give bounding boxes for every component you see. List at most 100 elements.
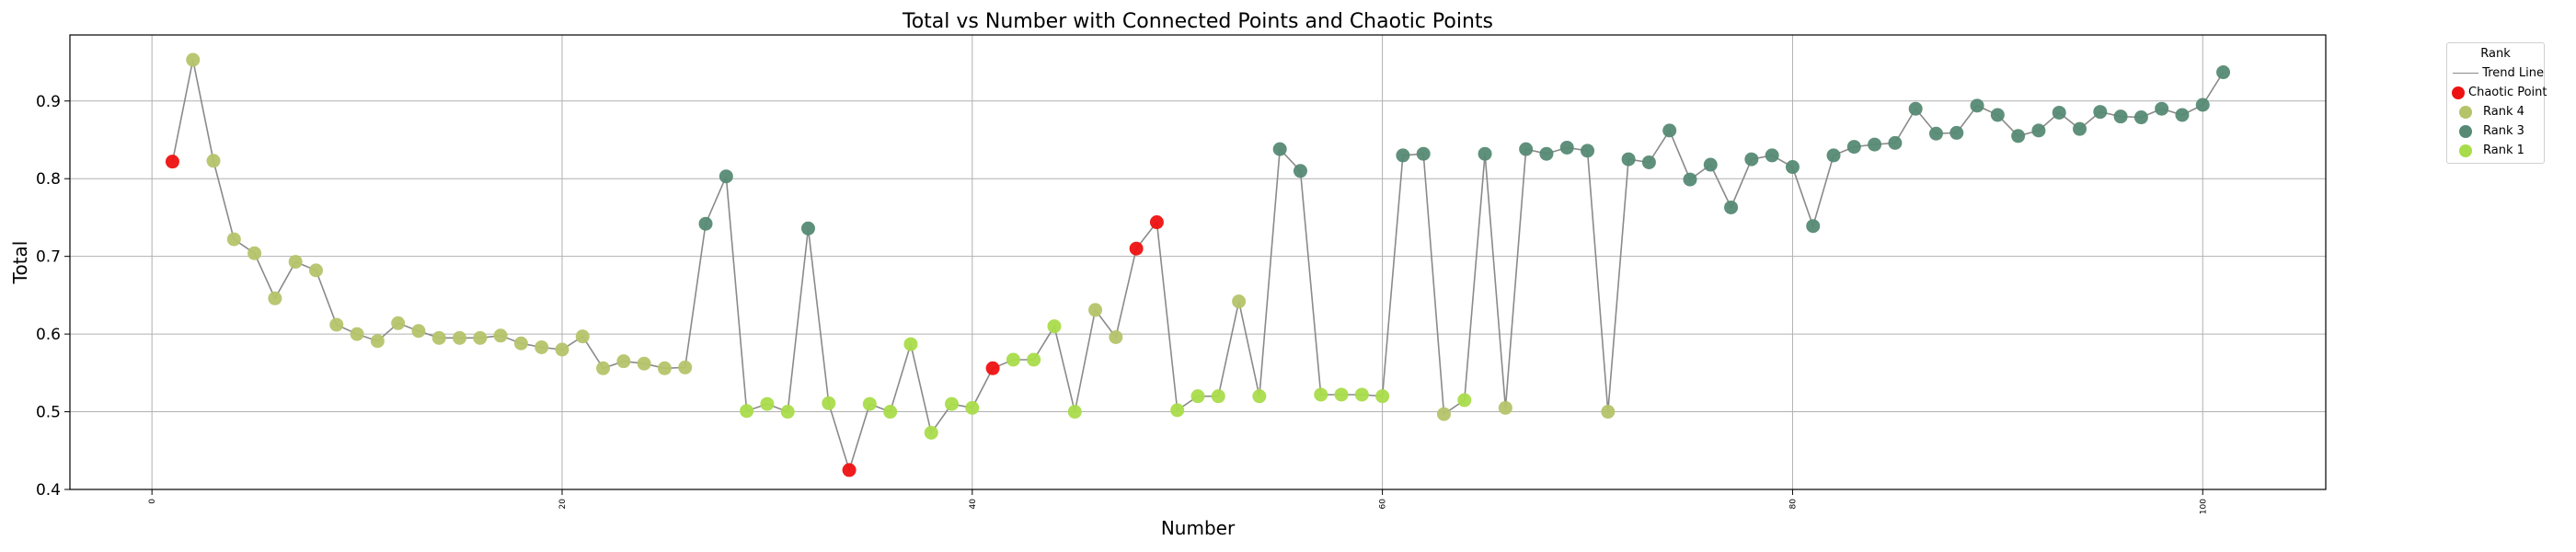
x-tick-label: 100 [2199, 499, 2208, 514]
rank3-point [1293, 164, 1307, 178]
rank3-point [2031, 123, 2046, 138]
x-tick-label: 0 [148, 499, 157, 504]
rank3-point [1559, 140, 1574, 155]
rank3-point [1908, 101, 1923, 116]
rank4-point [616, 354, 631, 369]
rank4-point [1436, 407, 1451, 421]
rank3-point [1928, 126, 1943, 141]
rank4-point [453, 330, 467, 345]
rank1-point [1252, 389, 1267, 404]
trend-line [171, 59, 2225, 473]
rank3-point [2195, 98, 2210, 112]
x-tick-label: 40 [969, 499, 978, 510]
rank1-point [1211, 389, 1225, 404]
plot-frame [69, 34, 2327, 490]
chaotic-point [842, 463, 857, 477]
rank3-point [1581, 144, 1595, 158]
rank1-point [1006, 352, 1020, 367]
rank4-point [513, 336, 528, 351]
rank3-point [2155, 101, 2169, 116]
legend-label: Rank 3 [2483, 124, 2524, 138]
rank4-point [493, 328, 508, 343]
y-tick-label: 0.6 [36, 326, 61, 344]
rank1-point [862, 397, 877, 411]
rank4-point [391, 316, 406, 330]
rank4-point [226, 232, 241, 247]
rank3-point [2052, 105, 2066, 120]
grid-lines [70, 35, 2326, 490]
rank4-point [535, 339, 549, 354]
rank3-point [2216, 65, 2231, 80]
rank4-point [1232, 294, 1247, 309]
data-points-layer [165, 52, 2231, 477]
x-tick-label: 20 [558, 499, 568, 510]
legend-item-chaotic: Chaotic Point [2447, 83, 2547, 102]
y-tick-label: 0.9 [36, 93, 61, 111]
rank3-point [800, 221, 815, 236]
legend-label: Rank 4 [2483, 105, 2524, 119]
rank4-point [1088, 303, 1103, 317]
rank1-point [903, 337, 918, 351]
rank3-point [1970, 98, 1984, 113]
rank4-point [1498, 400, 1512, 415]
rank1-point [924, 425, 938, 440]
rank3-point [1539, 146, 1554, 161]
rank1-point [740, 404, 754, 419]
rank1-point [1334, 387, 1349, 402]
rank3-point [719, 169, 733, 184]
legend-marker [2452, 124, 2479, 138]
rank1-point [822, 396, 836, 410]
rank4-point [1109, 329, 1123, 344]
rank3-point [1990, 108, 2005, 122]
rank1-point [965, 400, 980, 415]
y-axis-label: Total [9, 241, 31, 285]
rank3-point [1826, 148, 1841, 163]
rank4-point [186, 52, 201, 67]
trend-line-layer [171, 59, 2225, 473]
x-axis-label: Number [1161, 517, 1236, 539]
rank3-point [1662, 123, 1677, 138]
rank4-point [555, 342, 569, 357]
rank3-point [1641, 155, 1656, 169]
rank3-point [1868, 137, 1882, 152]
rank4-point [308, 263, 323, 278]
rank1-point [780, 405, 795, 420]
rank3-point [2113, 109, 2128, 124]
rank3-point [1703, 157, 1718, 172]
rank4-point [206, 154, 221, 168]
rank1-point [1375, 389, 1390, 404]
rank3-point [2133, 110, 2148, 125]
rank3-point [698, 216, 713, 231]
rank3-point [2175, 108, 2190, 122]
rank3-point [1478, 146, 1492, 161]
rank3-point [1744, 152, 1759, 167]
rank4-point [596, 361, 611, 375]
rank1-point [1457, 393, 1472, 408]
rank3-point [1888, 135, 1903, 150]
rank1-point [1314, 387, 1328, 402]
legend-label: Chaotic Point [2468, 86, 2547, 99]
rank4-point [288, 255, 303, 270]
rank4-point [350, 327, 364, 341]
legend-label: Rank 1 [2483, 144, 2524, 157]
rank4-point [370, 334, 385, 349]
rank4-point [1601, 405, 1616, 420]
rank3-point [1724, 200, 1739, 214]
rank1-point [1354, 387, 1369, 402]
rank3-point [1765, 148, 1779, 163]
rank3-point [1621, 152, 1636, 167]
y-tick-label: 0.5 [36, 404, 61, 422]
y-tick-label: 0.4 [36, 481, 61, 500]
legend-marker [2452, 144, 2479, 157]
rank3-point [1519, 142, 1534, 156]
rank3-point [1806, 219, 1821, 234]
rank3-point [1846, 140, 1861, 155]
rank4-point [431, 330, 446, 345]
legend-item-rank1: Rank 1 [2447, 141, 2544, 160]
legend-label: Trend Line [2482, 66, 2544, 80]
chaotic-point [985, 361, 1000, 375]
rank1-point [1047, 319, 1062, 334]
rank4-point [268, 291, 282, 305]
legend-marker [2452, 105, 2479, 119]
